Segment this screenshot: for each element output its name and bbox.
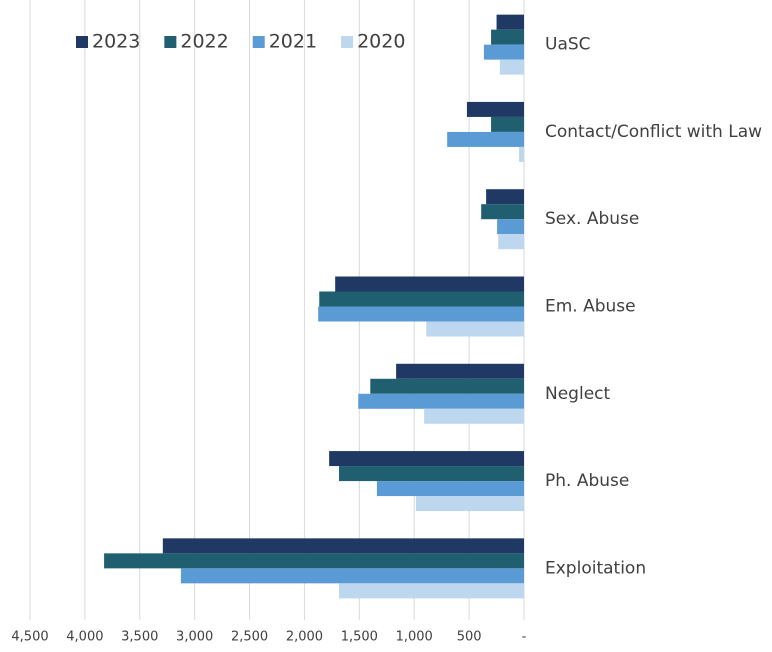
- bar: [424, 408, 524, 424]
- bar: [180, 568, 524, 584]
- bar: [319, 291, 524, 307]
- bar: [104, 553, 524, 569]
- category-label: Neglect: [545, 384, 610, 404]
- x-tick-label: 2,500: [231, 630, 268, 645]
- x-tick-label: 2,000: [286, 630, 323, 645]
- bar: [339, 466, 524, 482]
- bar: [396, 363, 524, 379]
- legend-label: 2023: [92, 31, 140, 53]
- category-label: Ph. Abuse: [545, 471, 629, 491]
- x-tick-label: 4,500: [11, 630, 48, 645]
- bar: [370, 378, 524, 394]
- bar: [481, 204, 524, 220]
- bar: [335, 276, 524, 292]
- legend-swatch: [76, 36, 88, 48]
- bar: [486, 189, 524, 205]
- x-tick-label: 1,000: [396, 630, 433, 645]
- x-tick-label: 1,500: [341, 630, 378, 645]
- legend-label: 2020: [357, 31, 405, 53]
- bar: [426, 321, 524, 337]
- bar: [339, 583, 524, 599]
- x-tick-label: 4,000: [66, 630, 103, 645]
- bar: [466, 101, 524, 117]
- category-label: Contact/Conflict with Law: [545, 122, 762, 142]
- bar: [519, 146, 524, 162]
- bar: [447, 131, 524, 147]
- category-label: Sex. Abuse: [545, 209, 639, 229]
- legend-label: 2022: [180, 31, 228, 53]
- bar: [491, 116, 524, 132]
- x-tick-label: 3,500: [121, 630, 158, 645]
- legend-swatch: [252, 36, 265, 48]
- bar: [318, 306, 524, 322]
- x-tick-label: 3,000: [176, 630, 213, 645]
- bar: [499, 59, 524, 75]
- bar: [376, 481, 524, 497]
- legend-label: 2021: [269, 31, 317, 53]
- bar: [497, 219, 524, 235]
- bar: [358, 393, 524, 409]
- x-tick-label: -: [522, 630, 527, 645]
- bar: [496, 14, 524, 30]
- bar: [162, 538, 524, 554]
- bar: [483, 44, 524, 60]
- x-tick-label: 500: [457, 630, 482, 645]
- category-label: UaSC: [545, 35, 591, 55]
- category-label: Em. Abuse: [545, 297, 636, 317]
- legend-swatch: [341, 36, 354, 48]
- bar: [491, 29, 524, 45]
- category-label: Exploitation: [545, 558, 646, 578]
- bar: [329, 451, 524, 467]
- bar: [498, 234, 524, 250]
- legend-swatch: [164, 36, 177, 48]
- bar: [415, 496, 524, 512]
